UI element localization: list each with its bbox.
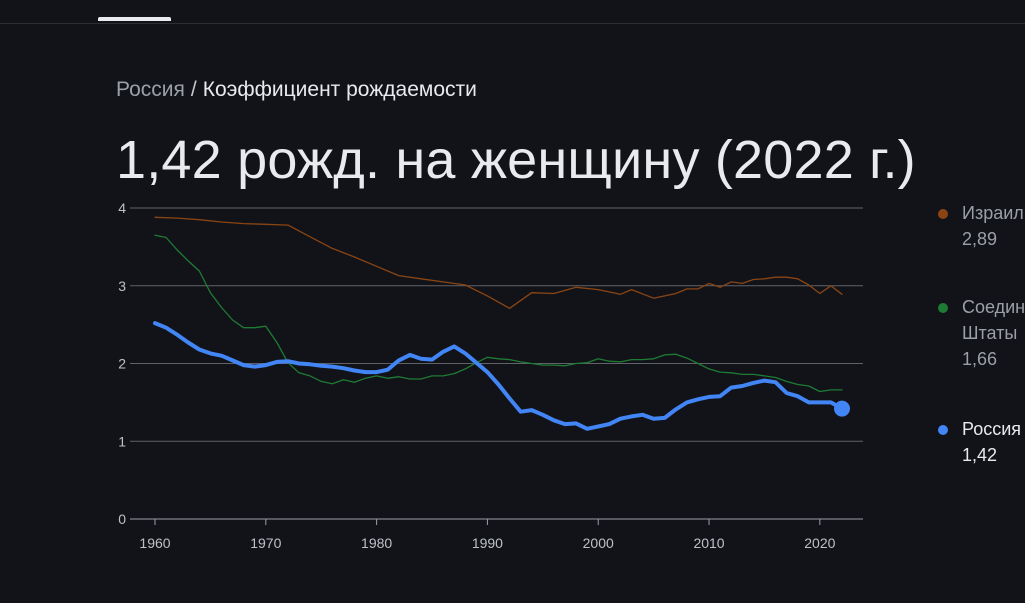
legend-item-israel[interactable]: Израиль 2,89 [938, 200, 1025, 252]
active-tab-indicator [98, 17, 171, 21]
y-tick-label: 0 [118, 511, 126, 527]
legend-item-united-states[interactable]: Соединённые Штаты 1,66 [938, 294, 1025, 372]
legend-label: Соединённые Штаты [962, 297, 1025, 343]
legend-item-russia[interactable]: Россия 1,42 [938, 416, 1025, 468]
series-line-3 [153, 321, 844, 431]
x-tick-label: 2010 [693, 535, 724, 551]
top-navigation-bar [0, 0, 1025, 24]
x-tick-label: 2020 [804, 535, 835, 551]
breadcrumb-separator: / [190, 78, 197, 101]
legend-label: Россия [962, 419, 1022, 439]
x-tick-label: 1990 [472, 535, 503, 551]
y-tick-label: 4 [118, 200, 126, 216]
y-tick-label: 1 [118, 433, 126, 449]
page-title: 1,42 рожд. на женщину (2022 г.) [116, 130, 916, 190]
y-tick-label: 3 [118, 278, 126, 294]
legend-value: 1,66 [962, 349, 998, 369]
legend-value: 2,89 [962, 229, 998, 249]
breadcrumb-parent-link[interactable]: Россия [116, 78, 185, 101]
x-tick-label: 2000 [583, 535, 614, 551]
legend-label: Израиль [962, 203, 1025, 223]
series-line-1 [154, 216, 843, 309]
breadcrumb: Россия / Коэффициент рождаемости [116, 76, 477, 104]
breadcrumb-current: Коэффициент рождаемости [202, 78, 477, 101]
x-tick-label: 1980 [361, 535, 392, 551]
series-line-2 [154, 234, 843, 393]
legend-dot-israel [938, 209, 948, 219]
x-tick-label: 1960 [139, 535, 170, 551]
y-tick-label: 2 [118, 356, 126, 372]
legend-value: 1,42 [962, 445, 998, 465]
legend-dot-russia [938, 425, 948, 435]
x-tick-label: 1970 [250, 535, 281, 551]
legend-dot-united-states [938, 303, 948, 313]
russia-latest-point [834, 400, 850, 417]
